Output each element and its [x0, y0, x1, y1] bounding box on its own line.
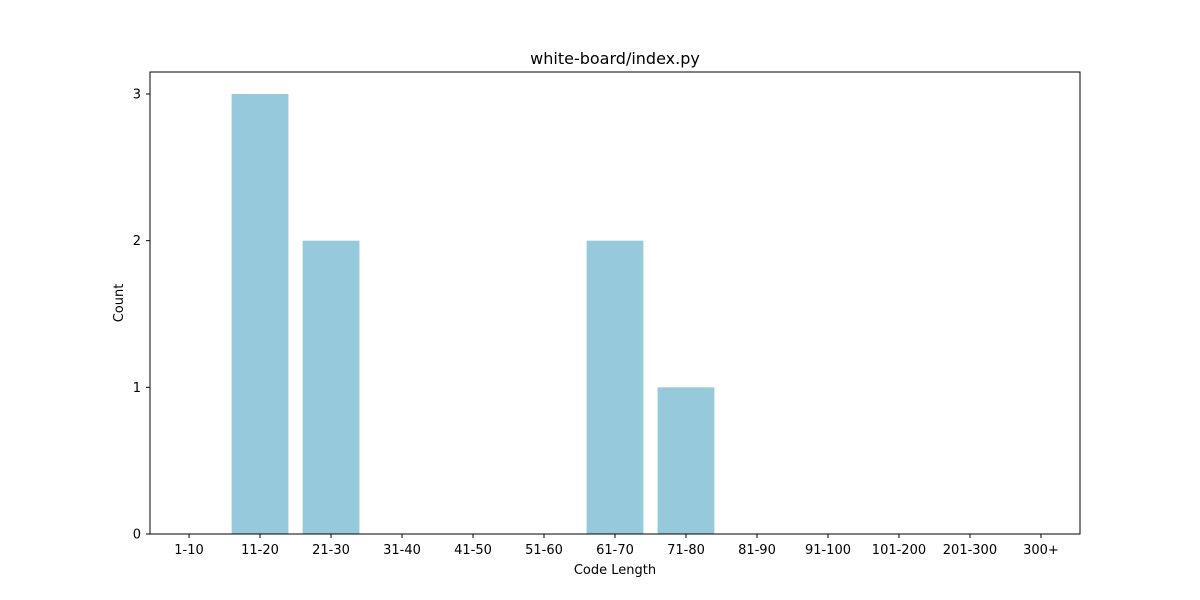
x-tick-label: 91-100 [805, 543, 851, 558]
x-tick-label: 101-200 [872, 543, 926, 558]
x-tick-label: 201-300 [943, 543, 997, 558]
x-tick-label: 41-50 [454, 543, 492, 558]
x-axis-title: Code Length [574, 563, 656, 578]
chart-title: white-board/index.py [530, 49, 700, 68]
bars-layer [231, 94, 715, 535]
x-tick-label: 71-80 [667, 543, 705, 558]
x-tick-label: 31-40 [383, 543, 421, 558]
y-tick-label: 0 [133, 528, 141, 543]
x-tick-label: 11-20 [241, 543, 279, 558]
y-tick-label: 2 [133, 234, 141, 249]
bar-71-80 [657, 387, 715, 534]
bar-11-20 [231, 94, 289, 534]
bar-21-30 [302, 240, 360, 535]
x-tick-label: 51-60 [525, 543, 563, 558]
bar-61-70 [586, 240, 644, 535]
x-tick-label: 21-30 [312, 543, 350, 558]
x-tick-label: 300+ [1023, 543, 1059, 558]
plot-frame [149, 71, 1081, 535]
x-axis-ticks: 1-10 11-20 21-30 31-40 41-50 51-60 61-70 71-80 8… [174, 534, 1059, 558]
y-axis-ticks: 0 1 2 3 [133, 88, 150, 543]
x-tick-label: 61-70 [596, 543, 634, 558]
x-tick-label: 1-10 [174, 543, 204, 558]
y-tick-label: 3 [133, 88, 141, 103]
x-tick-label: 81-90 [738, 543, 776, 558]
y-axis-title: Count [112, 284, 127, 323]
y-tick-label: 1 [133, 381, 141, 396]
